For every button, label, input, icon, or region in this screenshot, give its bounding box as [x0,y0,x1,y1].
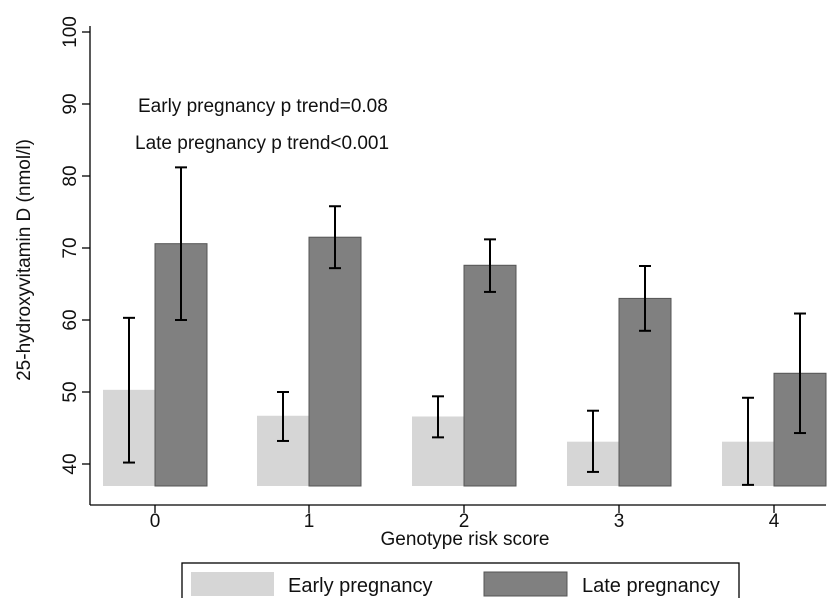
legend-label-early: Early pregnancy [288,575,433,597]
x-tick-label: 1 [304,511,315,532]
legend-box [181,562,740,598]
error-bar-early-pregnancy [432,395,444,439]
error-bar-late-pregnancy [329,205,341,270]
x-ticks: 0 1 2 3 4 [150,505,780,532]
error-bar-late-pregnancy [175,166,187,321]
error-bar-early-pregnancy [587,409,599,473]
y-tick-label: 50 [60,381,81,402]
legend-swatch-early [191,572,274,596]
error-bars-layer [123,166,806,486]
y-tick-label: 60 [60,309,81,330]
bars-layer [103,236,827,487]
x-tick-label: 0 [150,511,161,532]
y-axis-title: 25-hydroxyvitamin D (nmol/l) [14,139,35,381]
legend: Early pregnancy Late pregnancy [181,562,740,598]
bar-late-pregnancy [308,236,362,487]
error-bar-late-pregnancy [794,312,806,435]
x-axis-title: Genotype risk score [381,529,550,550]
y-tick-label: 70 [60,237,81,258]
legend-swatch-late [483,571,568,597]
bar-late-pregnancy [463,264,517,487]
legend-label-late: Late pregnancy [582,575,720,597]
annotation-early-trend: Early pregnancy p trend=0.08 [138,96,388,117]
y-tick-label: 90 [60,93,81,114]
y-tick-label: 80 [60,165,81,186]
y-ticks: 40 50 60 70 80 90 100 [60,16,90,475]
x-tick-label: 4 [769,511,780,532]
y-tick-label: 100 [60,16,81,48]
error-bar-early-pregnancy [277,391,289,442]
annotation-late-trend: Late pregnancy p trend<0.001 [135,133,389,154]
x-tick-label: 2 [459,511,470,532]
error-bar-early-pregnancy [123,316,135,464]
y-tick-label: 40 [60,453,81,474]
error-bar-early-pregnancy [742,396,754,486]
error-bar-late-pregnancy [639,265,651,332]
x-tick-label: 3 [614,511,625,532]
error-bar-late-pregnancy [484,238,496,293]
